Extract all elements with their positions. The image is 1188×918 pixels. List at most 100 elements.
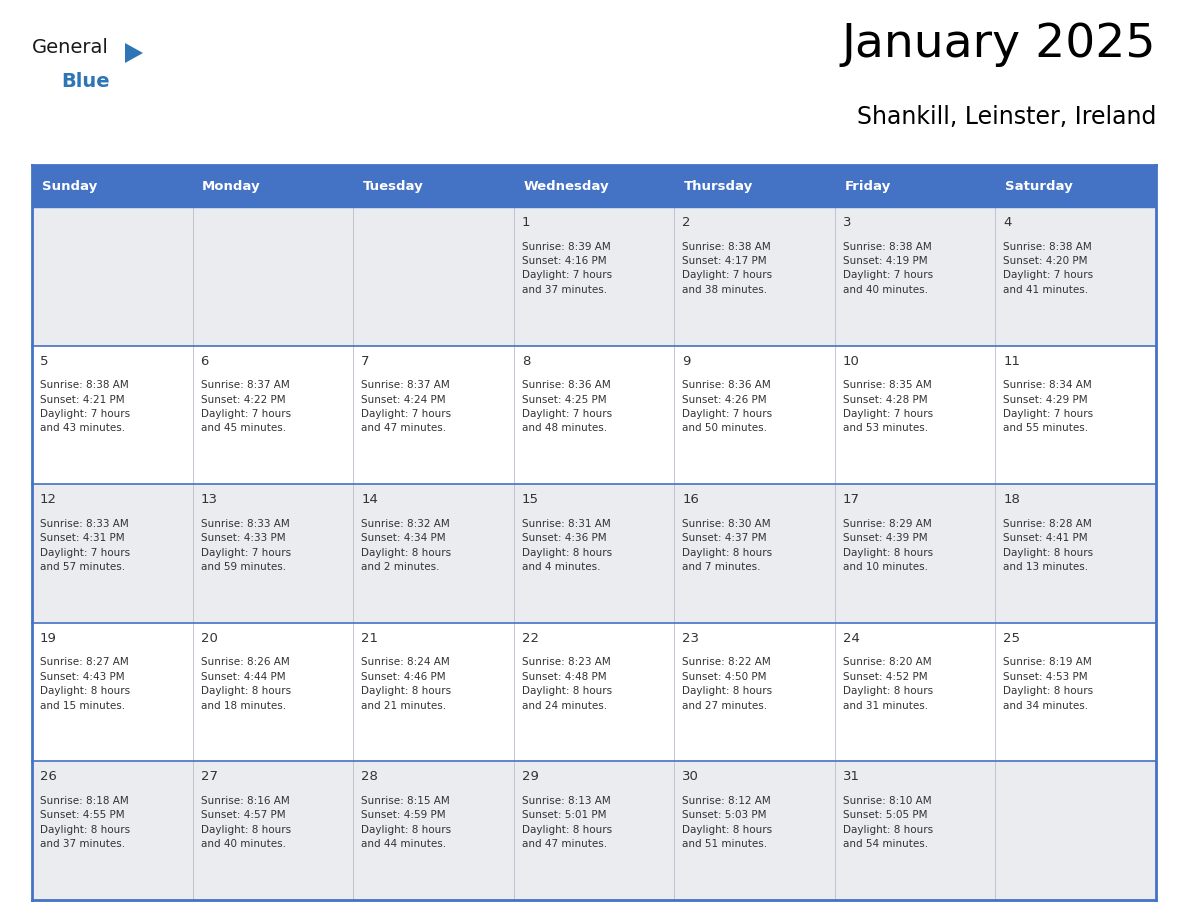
Text: Tuesday: Tuesday [362, 180, 424, 193]
Text: 31: 31 [842, 770, 860, 783]
Bar [32, 345, 192, 484]
Text: Sunrise: 8:24 AM
Sunset: 4:46 PM
Daylight: 8 hours
and 21 minutes.: Sunrise: 8:24 AM Sunset: 4:46 PM Dayligh… [361, 657, 451, 711]
Bar [996, 484, 1156, 622]
Text: Sunrise: 8:29 AM
Sunset: 4:39 PM
Daylight: 8 hours
and 10 minutes.: Sunrise: 8:29 AM Sunset: 4:39 PM Dayligh… [842, 519, 933, 572]
Bar [835, 165, 996, 207]
Text: Shankill, Leinster, Ireland: Shankill, Leinster, Ireland [857, 105, 1156, 129]
Text: 4: 4 [1004, 216, 1012, 229]
Bar [353, 484, 513, 622]
Text: 6: 6 [201, 354, 209, 367]
Text: Friday: Friday [845, 180, 891, 193]
Bar [513, 622, 675, 761]
Bar [835, 207, 996, 345]
Bar [675, 207, 835, 345]
Text: 28: 28 [361, 770, 378, 783]
Text: 29: 29 [522, 770, 538, 783]
Text: 18: 18 [1004, 493, 1020, 506]
Text: 25: 25 [1004, 632, 1020, 644]
Bar [835, 345, 996, 484]
Text: Sunrise: 8:22 AM
Sunset: 4:50 PM
Daylight: 8 hours
and 27 minutes.: Sunrise: 8:22 AM Sunset: 4:50 PM Dayligh… [682, 657, 772, 711]
Bar [675, 622, 835, 761]
Text: Sunrise: 8:20 AM
Sunset: 4:52 PM
Daylight: 8 hours
and 31 minutes.: Sunrise: 8:20 AM Sunset: 4:52 PM Dayligh… [842, 657, 933, 711]
Text: 5: 5 [40, 354, 49, 367]
Text: Sunrise: 8:12 AM
Sunset: 5:03 PM
Daylight: 8 hours
and 51 minutes.: Sunrise: 8:12 AM Sunset: 5:03 PM Dayligh… [682, 796, 772, 849]
Text: Sunrise: 8:32 AM
Sunset: 4:34 PM
Daylight: 8 hours
and 2 minutes.: Sunrise: 8:32 AM Sunset: 4:34 PM Dayligh… [361, 519, 451, 572]
Bar [996, 622, 1156, 761]
Text: Sunrise: 8:37 AM
Sunset: 4:24 PM
Daylight: 7 hours
and 47 minutes.: Sunrise: 8:37 AM Sunset: 4:24 PM Dayligh… [361, 380, 451, 433]
Text: Sunrise: 8:38 AM
Sunset: 4:19 PM
Daylight: 7 hours
and 40 minutes.: Sunrise: 8:38 AM Sunset: 4:19 PM Dayligh… [842, 241, 933, 295]
Text: Sunrise: 8:39 AM
Sunset: 4:16 PM
Daylight: 7 hours
and 37 minutes.: Sunrise: 8:39 AM Sunset: 4:16 PM Dayligh… [522, 241, 612, 295]
Text: Sunrise: 8:13 AM
Sunset: 5:01 PM
Daylight: 8 hours
and 47 minutes.: Sunrise: 8:13 AM Sunset: 5:01 PM Dayligh… [522, 796, 612, 849]
Bar [32, 761, 192, 900]
Text: 13: 13 [201, 493, 217, 506]
Text: 9: 9 [682, 354, 690, 367]
Text: General: General [32, 38, 109, 57]
Text: 12: 12 [40, 493, 57, 506]
Text: 10: 10 [842, 354, 860, 367]
Bar [513, 165, 675, 207]
Text: Sunrise: 8:36 AM
Sunset: 4:25 PM
Daylight: 7 hours
and 48 minutes.: Sunrise: 8:36 AM Sunset: 4:25 PM Dayligh… [522, 380, 612, 433]
Text: 17: 17 [842, 493, 860, 506]
Bar [513, 761, 675, 900]
Text: Sunrise: 8:28 AM
Sunset: 4:41 PM
Daylight: 8 hours
and 13 minutes.: Sunrise: 8:28 AM Sunset: 4:41 PM Dayligh… [1004, 519, 1094, 572]
Text: Sunrise: 8:33 AM
Sunset: 4:31 PM
Daylight: 7 hours
and 57 minutes.: Sunrise: 8:33 AM Sunset: 4:31 PM Dayligh… [40, 519, 131, 572]
Bar [32, 622, 192, 761]
Text: 3: 3 [842, 216, 852, 229]
Text: Sunday: Sunday [42, 180, 97, 193]
Bar [835, 484, 996, 622]
Polygon shape [125, 43, 143, 63]
Text: Sunrise: 8:30 AM
Sunset: 4:37 PM
Daylight: 8 hours
and 7 minutes.: Sunrise: 8:30 AM Sunset: 4:37 PM Dayligh… [682, 519, 772, 572]
Text: Thursday: Thursday [684, 180, 753, 193]
Text: Sunrise: 8:37 AM
Sunset: 4:22 PM
Daylight: 7 hours
and 45 minutes.: Sunrise: 8:37 AM Sunset: 4:22 PM Dayligh… [201, 380, 291, 433]
Text: 11: 11 [1004, 354, 1020, 367]
Text: Sunrise: 8:38 AM
Sunset: 4:20 PM
Daylight: 7 hours
and 41 minutes.: Sunrise: 8:38 AM Sunset: 4:20 PM Dayligh… [1004, 241, 1094, 295]
Text: Sunrise: 8:31 AM
Sunset: 4:36 PM
Daylight: 8 hours
and 4 minutes.: Sunrise: 8:31 AM Sunset: 4:36 PM Dayligh… [522, 519, 612, 572]
Text: 14: 14 [361, 493, 378, 506]
Text: Wednesday: Wednesday [524, 180, 609, 193]
Bar [513, 484, 675, 622]
Text: Sunrise: 8:10 AM
Sunset: 5:05 PM
Daylight: 8 hours
and 54 minutes.: Sunrise: 8:10 AM Sunset: 5:05 PM Dayligh… [842, 796, 933, 849]
Text: Blue: Blue [61, 72, 109, 91]
Text: Sunrise: 8:19 AM
Sunset: 4:53 PM
Daylight: 8 hours
and 34 minutes.: Sunrise: 8:19 AM Sunset: 4:53 PM Dayligh… [1004, 657, 1094, 711]
Bar [353, 761, 513, 900]
Text: 21: 21 [361, 632, 378, 644]
Bar [835, 761, 996, 900]
Text: Sunrise: 8:18 AM
Sunset: 4:55 PM
Daylight: 8 hours
and 37 minutes.: Sunrise: 8:18 AM Sunset: 4:55 PM Dayligh… [40, 796, 131, 849]
Text: Monday: Monday [202, 180, 261, 193]
Text: Sunrise: 8:16 AM
Sunset: 4:57 PM
Daylight: 8 hours
and 40 minutes.: Sunrise: 8:16 AM Sunset: 4:57 PM Dayligh… [201, 796, 291, 849]
Text: 22: 22 [522, 632, 538, 644]
Bar [353, 622, 513, 761]
Bar [353, 165, 513, 207]
Bar [675, 484, 835, 622]
Text: 8: 8 [522, 354, 530, 367]
Bar [513, 345, 675, 484]
Text: 2: 2 [682, 216, 690, 229]
Bar [32, 484, 192, 622]
Bar [996, 165, 1156, 207]
Bar [192, 207, 353, 345]
Bar [192, 345, 353, 484]
Text: 20: 20 [201, 632, 217, 644]
Text: 16: 16 [682, 493, 700, 506]
Bar [835, 622, 996, 761]
Bar [996, 345, 1156, 484]
Text: 27: 27 [201, 770, 217, 783]
Text: Sunrise: 8:15 AM
Sunset: 4:59 PM
Daylight: 8 hours
and 44 minutes.: Sunrise: 8:15 AM Sunset: 4:59 PM Dayligh… [361, 796, 451, 849]
Bar [513, 207, 675, 345]
Text: 26: 26 [40, 770, 57, 783]
Text: Sunrise: 8:34 AM
Sunset: 4:29 PM
Daylight: 7 hours
and 55 minutes.: Sunrise: 8:34 AM Sunset: 4:29 PM Dayligh… [1004, 380, 1094, 433]
Text: 7: 7 [361, 354, 369, 367]
Text: 19: 19 [40, 632, 57, 644]
Text: Sunrise: 8:33 AM
Sunset: 4:33 PM
Daylight: 7 hours
and 59 minutes.: Sunrise: 8:33 AM Sunset: 4:33 PM Dayligh… [201, 519, 291, 572]
Bar [192, 622, 353, 761]
Bar [353, 207, 513, 345]
Bar [32, 165, 192, 207]
Text: Sunrise: 8:26 AM
Sunset: 4:44 PM
Daylight: 8 hours
and 18 minutes.: Sunrise: 8:26 AM Sunset: 4:44 PM Dayligh… [201, 657, 291, 711]
Bar [996, 761, 1156, 900]
Bar [192, 761, 353, 900]
Text: Sunrise: 8:27 AM
Sunset: 4:43 PM
Daylight: 8 hours
and 15 minutes.: Sunrise: 8:27 AM Sunset: 4:43 PM Dayligh… [40, 657, 131, 711]
Text: Sunrise: 8:23 AM
Sunset: 4:48 PM
Daylight: 8 hours
and 24 minutes.: Sunrise: 8:23 AM Sunset: 4:48 PM Dayligh… [522, 657, 612, 711]
Text: 30: 30 [682, 770, 700, 783]
Text: 24: 24 [842, 632, 860, 644]
Bar [192, 165, 353, 207]
